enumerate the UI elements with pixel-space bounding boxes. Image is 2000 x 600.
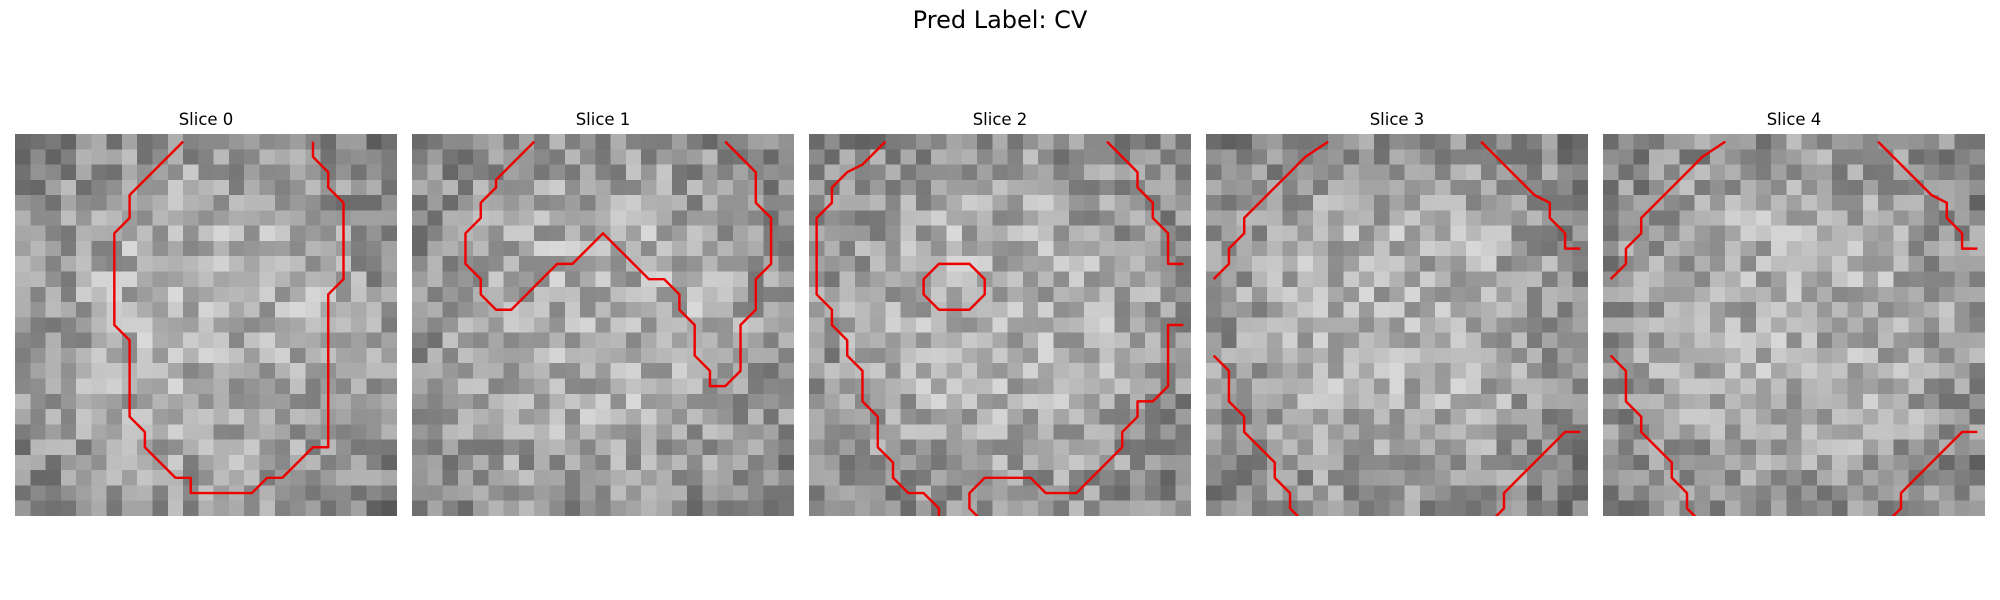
- slice-4-contour-3: [1891, 430, 1978, 516]
- slice-3-title: Slice 3: [1369, 110, 1425, 129]
- slice-4-contour-0: [1609, 140, 1726, 281]
- slice-4-pixels: [1603, 134, 1985, 516]
- figure-title: Pred Label: CV: [912, 6, 1088, 34]
- slice-2-contour-2: [968, 323, 1184, 516]
- slice-3-image: [1206, 134, 1588, 516]
- slice-2-image: [809, 134, 1191, 516]
- slice-0-pixels: [15, 134, 397, 516]
- slice-1-image: [412, 134, 794, 516]
- slice-4-title: Slice 4: [1766, 110, 1822, 129]
- slice-2-title: Slice 2: [972, 110, 1028, 129]
- slice-3-contour-2: [1212, 354, 1300, 516]
- slice-2-contour-3: [922, 262, 986, 311]
- slice-0-image: [15, 134, 397, 516]
- slice-2-pixels: [809, 134, 1191, 516]
- slice-3-pixels: [1206, 134, 1588, 516]
- slice-0-title: Slice 0: [178, 110, 234, 129]
- slice-3-contour-3: [1494, 430, 1581, 516]
- slice-4-image: [1603, 134, 1985, 516]
- slice-4-contour-1: [1877, 140, 1978, 250]
- slice-2-contour-1: [1106, 140, 1184, 266]
- slice-1-pixels: [412, 134, 794, 516]
- slice-4-contour-2: [1609, 354, 1697, 516]
- slice-1-contour-0: [464, 140, 773, 388]
- slice-1-title: Slice 1: [575, 110, 631, 129]
- slice-2-contour-0: [815, 140, 941, 516]
- slice-0-contour-0: [113, 140, 345, 495]
- slice-3-contour-1: [1480, 140, 1581, 250]
- slice-3-contour-0: [1212, 140, 1329, 281]
